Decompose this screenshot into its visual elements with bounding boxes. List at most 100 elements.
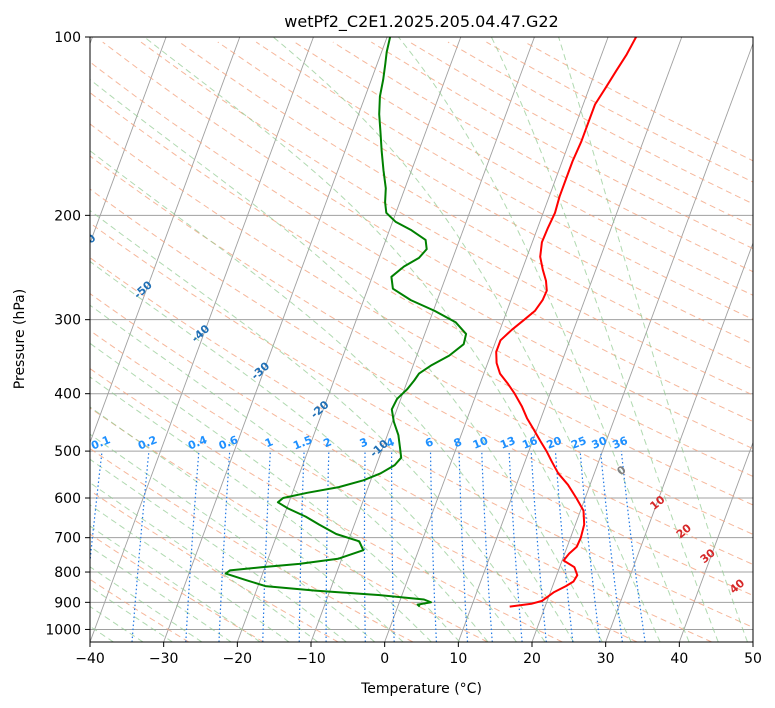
moist-adiabat-line [90, 546, 232, 642]
y-tick-label: 900 [54, 595, 81, 611]
moist-adiabat-line [398, 37, 690, 642]
isotherm-line [90, 37, 314, 642]
dry-adiabat-line [90, 447, 414, 642]
y-tick-label: 500 [54, 444, 81, 460]
x-tick-label: 20 [523, 651, 541, 667]
mixing-ratio-line [90, 451, 103, 567]
y-tick-label: 1000 [45, 622, 81, 638]
dry-adiabat-line [90, 222, 753, 596]
dry-adiabat-line [179, 41, 753, 370]
isotherm-line [605, 241, 753, 642]
y-tick-label: 800 [54, 565, 81, 581]
dry-adiabat-label: -20 [308, 398, 332, 421]
x-tick-label: −20 [223, 651, 253, 667]
x-axis-label: Temperature (°C) [360, 681, 482, 697]
isotherm-line [90, 37, 241, 444]
x-tick-label: −10 [296, 651, 326, 667]
x-tick-label: 0 [380, 651, 389, 667]
mixing-ratio-label: 20 [545, 434, 564, 452]
dry-adiabat-line [90, 407, 488, 642]
dry-adiabat-line [294, 41, 753, 296]
y-tick-label: 200 [54, 208, 81, 224]
x-tick-label: 30 [597, 651, 615, 667]
mixing-ratio-label: 25 [569, 434, 588, 452]
moist-adiabat-line [90, 304, 489, 642]
moist-adiabat-label: 20 [674, 521, 694, 541]
mixing-ratio-line [298, 451, 305, 642]
dry-adiabat-label: -50 [131, 278, 155, 301]
moist-adiabat-line [90, 406, 404, 642]
isotherm-line [310, 37, 535, 642]
mixing-ratio-label: 10 [471, 434, 490, 452]
isotherm-line [384, 37, 609, 642]
mixing-ratio-line [600, 451, 623, 642]
dry-adiabat-line [90, 257, 753, 628]
y-tick-label: 600 [54, 491, 81, 507]
moist-adiabat-line [90, 260, 517, 642]
y-tick-label: 400 [54, 387, 81, 403]
mixing-ratio-label: 1.5 [291, 433, 314, 452]
mixing-ratio-label: 36 [611, 434, 630, 452]
mixing-ratio-line [325, 451, 330, 642]
isotherm-line [90, 37, 167, 245]
dry-adiabat-line [90, 490, 339, 642]
dry-adiabat-label: -40 [189, 322, 213, 345]
moist-adiabat-label: 0 [614, 463, 628, 478]
x-tick-label: −30 [149, 651, 179, 667]
x-tick-label: 40 [670, 651, 688, 667]
moist-adiabat-line [90, 433, 376, 642]
isotherm-line [163, 37, 388, 642]
dry-adiabat-line [90, 61, 753, 450]
dry-adiabat-label: -60 [75, 231, 99, 254]
moist-adiabat-line [90, 376, 432, 642]
mixing-ratio-line [554, 451, 574, 642]
mixing-ratio-line [530, 451, 547, 642]
x-tick-label: 50 [744, 651, 762, 667]
mixing-ratio-label: 6 [423, 435, 435, 450]
dry-adiabat-line [90, 533, 264, 642]
dry-adiabat-line [447, 41, 753, 205]
dry-adiabat-line [90, 578, 190, 642]
moist-adiabat-line [272, 37, 661, 642]
mixing-ratio-line [185, 451, 200, 642]
moist-adiabat-line [143, 37, 632, 642]
moist-adiabat-line [90, 209, 546, 642]
mixing-ratio-line [579, 451, 601, 642]
mixing-ratio-line [262, 451, 271, 642]
mixing-ratio-label: 16 [520, 434, 539, 452]
moist-adiabat-line [90, 525, 261, 642]
mixing-ratio-line [620, 451, 646, 642]
mixing-ratio-label: 3 [358, 435, 370, 450]
x-tick-label: 10 [449, 651, 467, 667]
dewpoint-line [224, 37, 468, 608]
dry-adiabat-line [486, 41, 753, 183]
moist-adiabat-line [90, 566, 203, 642]
profile-lines [224, 37, 637, 608]
mixing-ratio-label: 0.6 [217, 433, 240, 452]
temperature-line [495, 37, 637, 608]
isotherm-line [531, 42, 753, 642]
moist-adiabat-line [90, 504, 290, 642]
y-tick-label: 700 [54, 531, 81, 547]
moist-adiabat-line [90, 342, 461, 642]
moist-adiabat-line [90, 150, 575, 642]
mixing-ratio-line [481, 451, 493, 642]
isotherm-line [752, 640, 753, 642]
mixing-ratio-label: 30 [590, 434, 609, 452]
mixing-ratio-label: 13 [498, 434, 517, 452]
moist-adiabat-label: 30 [698, 546, 718, 566]
moist-adiabat-line [558, 37, 748, 642]
dry-adiabat-line [90, 92, 753, 477]
moist-adiabat-line [490, 37, 719, 642]
dry-adiabat-label: -70 [21, 177, 45, 200]
dry-adiabat-line [217, 41, 753, 345]
moist-adiabat-line [90, 482, 319, 642]
mixing-ratio-label: 0.4 [186, 433, 209, 452]
moist-adiabat-line [90, 586, 173, 642]
y-tick-label: 300 [54, 313, 81, 329]
isotherm-line [678, 441, 753, 642]
isotherm-line [457, 37, 683, 642]
chart-title: wetPf2_C2E1.2025.205.04.47.G22 [284, 12, 558, 32]
dry-adiabat-line [90, 155, 753, 535]
